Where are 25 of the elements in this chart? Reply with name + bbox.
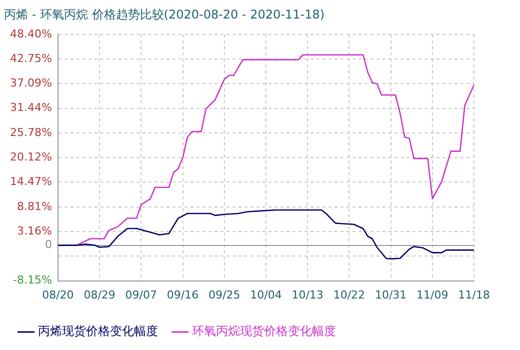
x-tick-label: 09/16	[166, 288, 199, 302]
y-tick-label: 0	[44, 238, 52, 252]
x-tick-label: 09/25	[208, 288, 240, 302]
y-tick-label: -8.15%	[13, 274, 52, 287]
y-tick-label: 37.09%	[10, 76, 52, 90]
y-tick-label: 8.81%	[16, 200, 52, 213]
x-tick-label: 10/04	[250, 288, 282, 302]
legend-label: 丙烯现货价格变化幅度	[38, 324, 158, 338]
x-tick-label: 09/07	[125, 288, 158, 302]
chart-title: 丙烯 - 环氧丙烷 价格趋势比较(2020-08-20 - 2020-11-18)	[4, 7, 325, 22]
y-tick-label: 3.16%	[16, 224, 52, 238]
x-tick-label: 11/18	[458, 288, 490, 302]
y-tick-label: 48.40%	[10, 27, 52, 40]
x-tick-label: 08/20	[42, 288, 74, 302]
x-tick-label: 10/31	[374, 288, 407, 302]
y-tick-label: 31.44%	[10, 101, 52, 114]
x-tick-label: 10/22	[333, 288, 366, 302]
x-tick-label: 08/29	[84, 288, 116, 302]
x-tick-label: 11/09	[416, 288, 448, 302]
y-tick-label: 25.78%	[10, 126, 52, 139]
legend-label: 环氧丙烷现货价格变化幅度	[192, 324, 336, 338]
x-tick-label: 10/13	[292, 288, 324, 302]
y-tick-label: 42.75%	[10, 52, 52, 65]
y-tick-label: 20.12%	[10, 150, 52, 164]
y-tick-label: 14.47%	[10, 175, 52, 188]
